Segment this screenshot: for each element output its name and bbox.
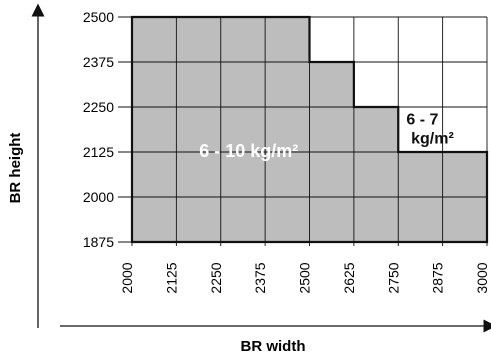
y-tick-label-2250: 2250 [83,99,114,115]
y-tick-label-2000: 2000 [83,189,114,205]
x-tick-label-2750: 2750 [385,262,401,293]
region-outline [130,15,489,244]
x-tick-label-2500: 2500 [297,262,313,293]
y-tick-label-2375: 2375 [83,54,114,70]
y-tick-label-2125: 2125 [83,144,114,160]
y-axis-ticks: 1875 2000 2125 2250 2375 2500 [83,9,114,250]
region-label-6-7-line-2: kg/m² [411,131,454,148]
x-tick-label-2375: 2375 [252,262,268,293]
x-tick-label-2250: 2250 [208,262,224,293]
y-tick-label-2500: 2500 [83,9,114,25]
x-tick-label-2625: 2625 [341,262,357,293]
x-tick-label-2875: 2875 [430,262,446,293]
y-axis-label: BR height [7,133,24,204]
x-axis-ticks: 2000 2125 2250 2375 2500 2625 2750 2875 3000 [119,262,490,293]
region-label-6-7-line-1: 6 - 7 [406,112,438,129]
x-tick-label-2125: 2125 [163,262,179,293]
x-tick-label-3000: 3000 [474,262,490,293]
y-tick-label-1875: 1875 [83,234,114,250]
x-axis-label: BR width [241,338,306,355]
x-tick-label-2000: 2000 [119,262,135,293]
region-label-6-10: 6 - 10 kg/m² [199,141,298,161]
